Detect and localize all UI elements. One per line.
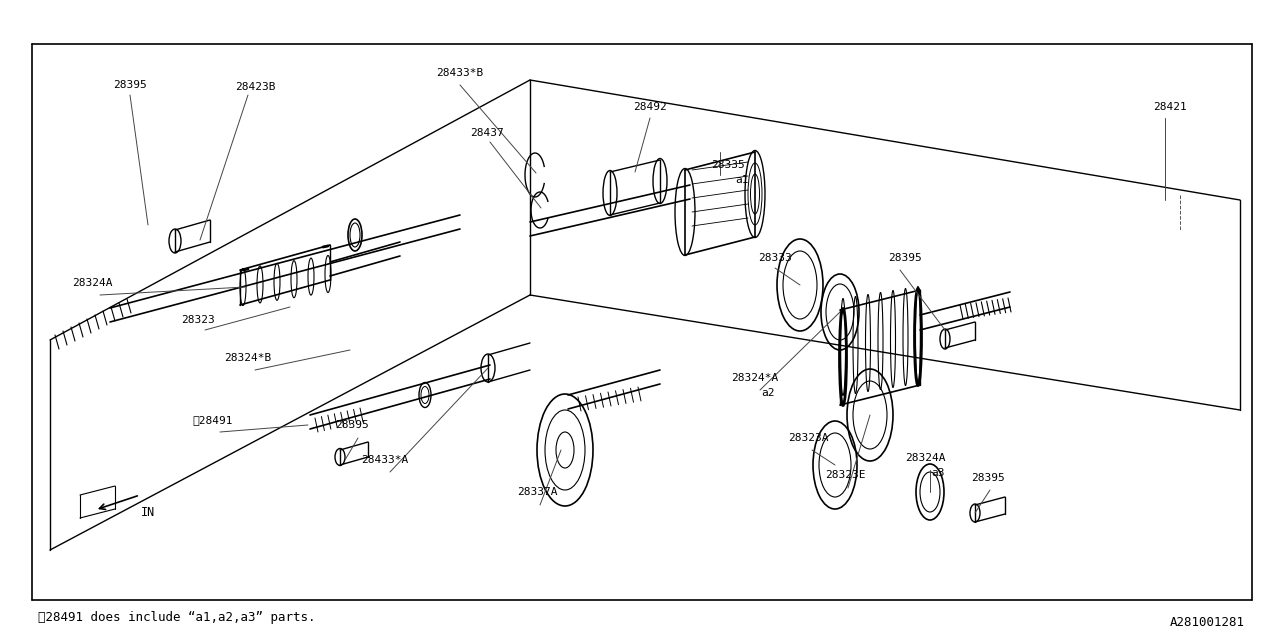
Text: 28492: 28492: [634, 102, 667, 112]
Text: 28323: 28323: [182, 315, 215, 325]
Ellipse shape: [675, 168, 695, 255]
Text: 28324A: 28324A: [905, 453, 945, 463]
Text: 28395: 28395: [335, 420, 369, 430]
Text: ※28491 does include “a1,a2,a3” parts.: ※28491 does include “a1,a2,a3” parts.: [38, 611, 315, 623]
Text: a1: a1: [735, 175, 749, 185]
Text: 28323A: 28323A: [787, 433, 828, 443]
Ellipse shape: [538, 394, 593, 506]
Text: 28324A: 28324A: [72, 278, 113, 288]
Text: 28433*A: 28433*A: [361, 455, 408, 465]
Text: 28337A: 28337A: [517, 487, 557, 497]
Text: 28395: 28395: [113, 80, 147, 90]
Text: 28324*A: 28324*A: [731, 373, 778, 383]
Text: IN: IN: [141, 506, 155, 520]
Text: ※28491: ※28491: [193, 415, 233, 425]
Text: 28333: 28333: [758, 253, 792, 263]
Text: 28421: 28421: [1153, 102, 1187, 112]
Text: 28323E: 28323E: [824, 470, 865, 480]
Text: 28423B: 28423B: [234, 82, 275, 92]
Text: 28437: 28437: [470, 128, 504, 138]
Text: 28433*B: 28433*B: [436, 68, 484, 78]
Text: A281001281: A281001281: [1170, 616, 1245, 628]
Text: 28395: 28395: [972, 473, 1005, 483]
Text: 28324*B: 28324*B: [224, 353, 271, 363]
Text: 28395: 28395: [888, 253, 922, 263]
Text: a3: a3: [932, 468, 945, 478]
Text: a2: a2: [762, 388, 774, 398]
Text: 28335: 28335: [712, 160, 745, 170]
